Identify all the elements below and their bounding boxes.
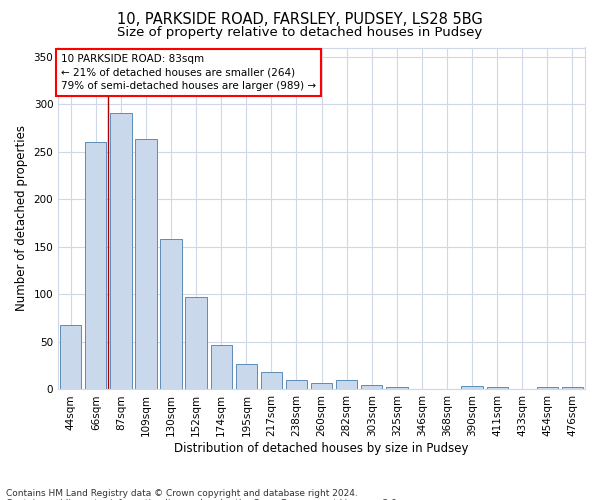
Bar — [110, 113, 131, 390]
Bar — [361, 384, 382, 390]
Text: Size of property relative to detached houses in Pudsey: Size of property relative to detached ho… — [118, 26, 482, 39]
Text: Contains public sector information licensed under the Open Government Licence v3: Contains public sector information licen… — [6, 498, 400, 500]
Bar — [136, 138, 157, 390]
Bar — [261, 372, 282, 390]
Bar — [311, 383, 332, 390]
Bar — [487, 386, 508, 390]
Bar — [537, 386, 558, 390]
Bar — [411, 388, 433, 390]
Bar — [185, 298, 207, 390]
Bar — [461, 386, 483, 390]
Bar — [562, 386, 583, 390]
Bar — [60, 325, 82, 390]
Text: 10 PARKSIDE ROAD: 83sqm
← 21% of detached houses are smaller (264)
79% of semi-d: 10 PARKSIDE ROAD: 83sqm ← 21% of detache… — [61, 54, 316, 90]
Bar — [286, 380, 307, 390]
Bar — [236, 364, 257, 390]
Bar — [211, 345, 232, 390]
Text: Contains HM Land Registry data © Crown copyright and database right 2024.: Contains HM Land Registry data © Crown c… — [6, 488, 358, 498]
Bar — [386, 386, 407, 390]
X-axis label: Distribution of detached houses by size in Pudsey: Distribution of detached houses by size … — [175, 442, 469, 455]
Bar — [160, 240, 182, 390]
Bar — [512, 388, 533, 390]
Y-axis label: Number of detached properties: Number of detached properties — [15, 126, 28, 312]
Bar — [336, 380, 358, 390]
Bar — [85, 142, 106, 390]
Text: 10, PARKSIDE ROAD, FARSLEY, PUDSEY, LS28 5BG: 10, PARKSIDE ROAD, FARSLEY, PUDSEY, LS28… — [117, 12, 483, 28]
